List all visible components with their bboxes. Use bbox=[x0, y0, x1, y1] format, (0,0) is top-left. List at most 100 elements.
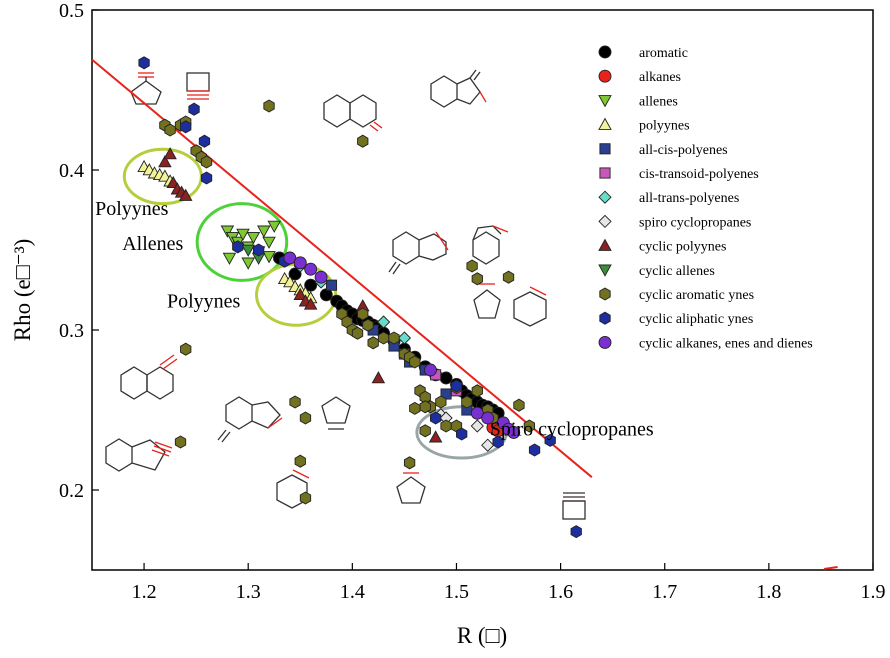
data-point bbox=[293, 256, 307, 270]
data-point bbox=[252, 243, 265, 257]
legend-label: allenes bbox=[639, 94, 678, 109]
x-tick-label: 1.4 bbox=[340, 581, 365, 603]
legend-marker bbox=[599, 287, 611, 301]
data-point bbox=[461, 395, 473, 409]
legend-label: cyclic alkanes, enes and dienes bbox=[639, 336, 813, 351]
data-point bbox=[362, 318, 374, 332]
legend: aromatic alkanes allenes polyynes all-cis-po… bbox=[598, 45, 813, 351]
data-point bbox=[325, 279, 338, 291]
data-point bbox=[178, 188, 193, 201]
data-point bbox=[470, 419, 484, 433]
data-point bbox=[403, 456, 416, 470]
molecule-sketches bbox=[105, 69, 586, 520]
data-point bbox=[220, 225, 235, 238]
x-tick-label: 1.2 bbox=[132, 581, 157, 603]
data-point bbox=[180, 342, 192, 356]
legend-marker bbox=[598, 238, 612, 251]
data-point bbox=[303, 297, 318, 310]
data-point bbox=[262, 251, 276, 264]
data-point bbox=[397, 331, 412, 345]
plot-frame bbox=[91, 9, 874, 571]
data-point bbox=[304, 262, 318, 276]
fit-line-fragment bbox=[823, 566, 838, 570]
data-point bbox=[429, 411, 442, 425]
data-point bbox=[528, 443, 541, 457]
data-point bbox=[388, 331, 400, 345]
data-point bbox=[257, 225, 271, 238]
cyclobutyne-icon bbox=[186, 72, 210, 100]
data-point bbox=[241, 257, 255, 270]
data-point bbox=[188, 102, 200, 116]
data-point bbox=[440, 419, 452, 433]
y-tick-label: 0.5 bbox=[59, 0, 84, 22]
legend-marker bbox=[598, 264, 612, 277]
data-point bbox=[450, 379, 463, 393]
legend-label: cyclic polyynes bbox=[639, 240, 726, 255]
legend-label: alkanes bbox=[639, 70, 681, 85]
data-point bbox=[367, 336, 379, 350]
data-point bbox=[428, 430, 443, 443]
naphthalyne-icon bbox=[323, 94, 383, 132]
annotation-label: Polyynes bbox=[167, 291, 241, 313]
data-point bbox=[481, 411, 495, 425]
data-point bbox=[232, 240, 244, 254]
y-tick-label: 0.2 bbox=[59, 480, 84, 502]
data-point bbox=[544, 433, 556, 447]
data-point bbox=[357, 307, 369, 321]
data-point bbox=[409, 355, 421, 369]
data-point bbox=[466, 259, 478, 273]
data-point bbox=[236, 228, 250, 241]
data-point bbox=[164, 123, 176, 137]
indenyne-icon bbox=[388, 231, 449, 275]
legend-marker bbox=[598, 117, 612, 130]
data-point bbox=[471, 384, 483, 398]
y-tick-label: 0.3 bbox=[59, 320, 84, 342]
legend-marker bbox=[598, 335, 612, 349]
data-point bbox=[419, 400, 431, 414]
data-point bbox=[439, 371, 453, 385]
legend-label: aromatic bbox=[639, 46, 688, 61]
data-point bbox=[200, 155, 213, 169]
data-point bbox=[481, 438, 495, 452]
x-tick-label: 1.3 bbox=[236, 581, 261, 603]
legend-marker bbox=[598, 95, 612, 108]
cyclopentyne-icon bbox=[473, 283, 501, 319]
legend-marker bbox=[599, 167, 611, 179]
data-point bbox=[470, 406, 484, 420]
x-axis-title: R (□) bbox=[457, 623, 507, 648]
data-point bbox=[293, 287, 308, 301]
data-point bbox=[513, 398, 525, 412]
x-tick-label: 1.7 bbox=[652, 581, 677, 603]
data-point bbox=[502, 270, 515, 284]
data-point bbox=[138, 56, 150, 70]
y-tick-label: 0.4 bbox=[59, 160, 84, 182]
cyclopentyne-icon bbox=[321, 396, 351, 430]
x-axis-ticks: 1.2 1.3 1.4 1.5 1.6 1.7 1.8 1.9 bbox=[132, 563, 886, 603]
data-point bbox=[200, 171, 213, 185]
data-point bbox=[371, 371, 386, 384]
data-point bbox=[570, 525, 582, 539]
data-point bbox=[198, 134, 211, 148]
data-point bbox=[299, 411, 312, 425]
cluster-ellipse bbox=[195, 202, 289, 282]
data-point bbox=[180, 120, 192, 134]
legend-marker bbox=[599, 143, 611, 155]
annotation-label: Allenes bbox=[122, 233, 183, 255]
legend-label: cyclic allenes bbox=[639, 264, 715, 279]
cyclohexyne-icon bbox=[513, 286, 547, 327]
data-point bbox=[283, 251, 297, 265]
legend-label: polyynes bbox=[639, 119, 690, 134]
data-point bbox=[435, 395, 447, 409]
data-point bbox=[376, 315, 391, 329]
annotations: Polyynes Allenes Polyynes Spiro cyclopropan… bbox=[95, 198, 654, 441]
annotation-label: Polyynes bbox=[95, 198, 169, 220]
data-point bbox=[262, 236, 276, 249]
data-point bbox=[377, 331, 390, 345]
data-point bbox=[241, 244, 255, 257]
data-point bbox=[263, 99, 275, 113]
data-point bbox=[299, 491, 312, 505]
data-point bbox=[423, 363, 437, 377]
indenyne-icon bbox=[472, 225, 509, 265]
x-tick-label: 1.5 bbox=[444, 581, 469, 603]
